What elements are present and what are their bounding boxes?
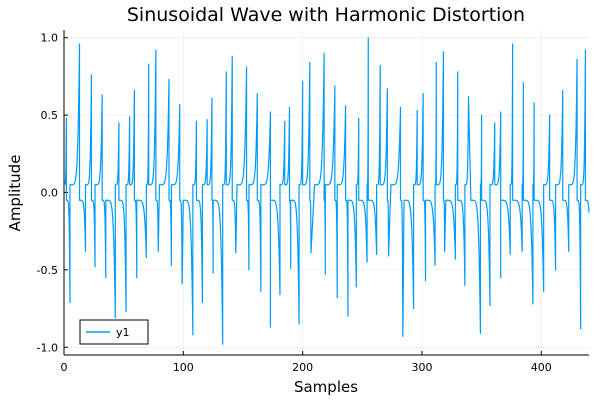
x-tick-label-0: 0 <box>61 361 68 374</box>
y-tick-label-3: 0.5 <box>41 109 59 122</box>
chart-title: Sinusoidal Wave with Harmonic Distortion <box>127 4 525 26</box>
y-axis-label: Amplitude <box>6 155 24 232</box>
y-tick-label-1: -0.5 <box>37 264 58 277</box>
x-tick-label-1: 100 <box>173 361 194 374</box>
y-tick-label-2: 0.0 <box>41 187 59 200</box>
series-group <box>63 37 590 345</box>
ticks: 0 100 200 300 400 -1.0 -0.5 0.0 0.5 1.0 <box>37 32 552 374</box>
y-tick-label-0: -1.0 <box>37 341 58 354</box>
x-tick-label-3: 300 <box>411 361 432 374</box>
y-tick-label-4: 1.0 <box>41 32 59 45</box>
legend: y1 <box>79 319 149 345</box>
x-tick-label-4: 400 <box>531 361 552 374</box>
series-line-0 <box>63 37 590 345</box>
x-axis-label: Samples <box>294 378 358 396</box>
legend-label-y1: y1 <box>116 326 130 339</box>
x-tick-label-2: 200 <box>292 361 313 374</box>
